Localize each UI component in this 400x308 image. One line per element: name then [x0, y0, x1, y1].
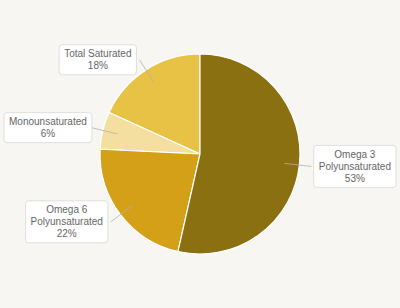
label-background — [59, 45, 136, 75]
slice-label: Monounsaturated — [9, 116, 87, 127]
pie-slice — [178, 54, 300, 254]
chart-svg: Total Saturated18% Monounsaturated6% Omega… — [0, 0, 400, 308]
label-background — [26, 201, 108, 243]
label-box: Omega 6Polyunsaturated22% — [26, 201, 108, 243]
label-connector — [111, 205, 132, 221]
label-background — [4, 113, 92, 143]
slice-label-line: Monounsaturated — [9, 116, 87, 127]
label-connector — [139, 60, 154, 83]
slice-label-line: Polyunsaturated — [319, 161, 391, 172]
slice-label: Total Saturated — [64, 48, 131, 59]
label-box: Omega 3Polyunsaturated53% — [314, 145, 396, 187]
label-connector — [91, 128, 117, 134]
data-label: 6% — [41, 128, 56, 139]
label-box: Monounsaturated6% — [4, 113, 92, 143]
label-box: Total Saturated18% — [59, 45, 136, 75]
data-label: 18% — [88, 60, 108, 71]
plot-area — [100, 54, 300, 254]
background — [0, 0, 400, 308]
label-background — [314, 145, 396, 187]
slice-label-line: Total Saturated — [64, 48, 131, 59]
slice-label-line: Polyunsaturated — [31, 216, 103, 227]
labels: Total Saturated18% Monounsaturated6% Omega… — [4, 45, 396, 243]
data-label: 53% — [345, 173, 365, 184]
slice-label-line: Omega 6 — [46, 204, 88, 215]
label-connector — [284, 163, 311, 166]
data-label: 22% — [57, 228, 77, 239]
pie — [100, 54, 300, 254]
slice-label: Omega 6Polyunsaturated — [31, 204, 103, 227]
slice-label: Omega 3Polyunsaturated — [319, 149, 391, 172]
slice-label-line: Omega 3 — [334, 149, 376, 160]
